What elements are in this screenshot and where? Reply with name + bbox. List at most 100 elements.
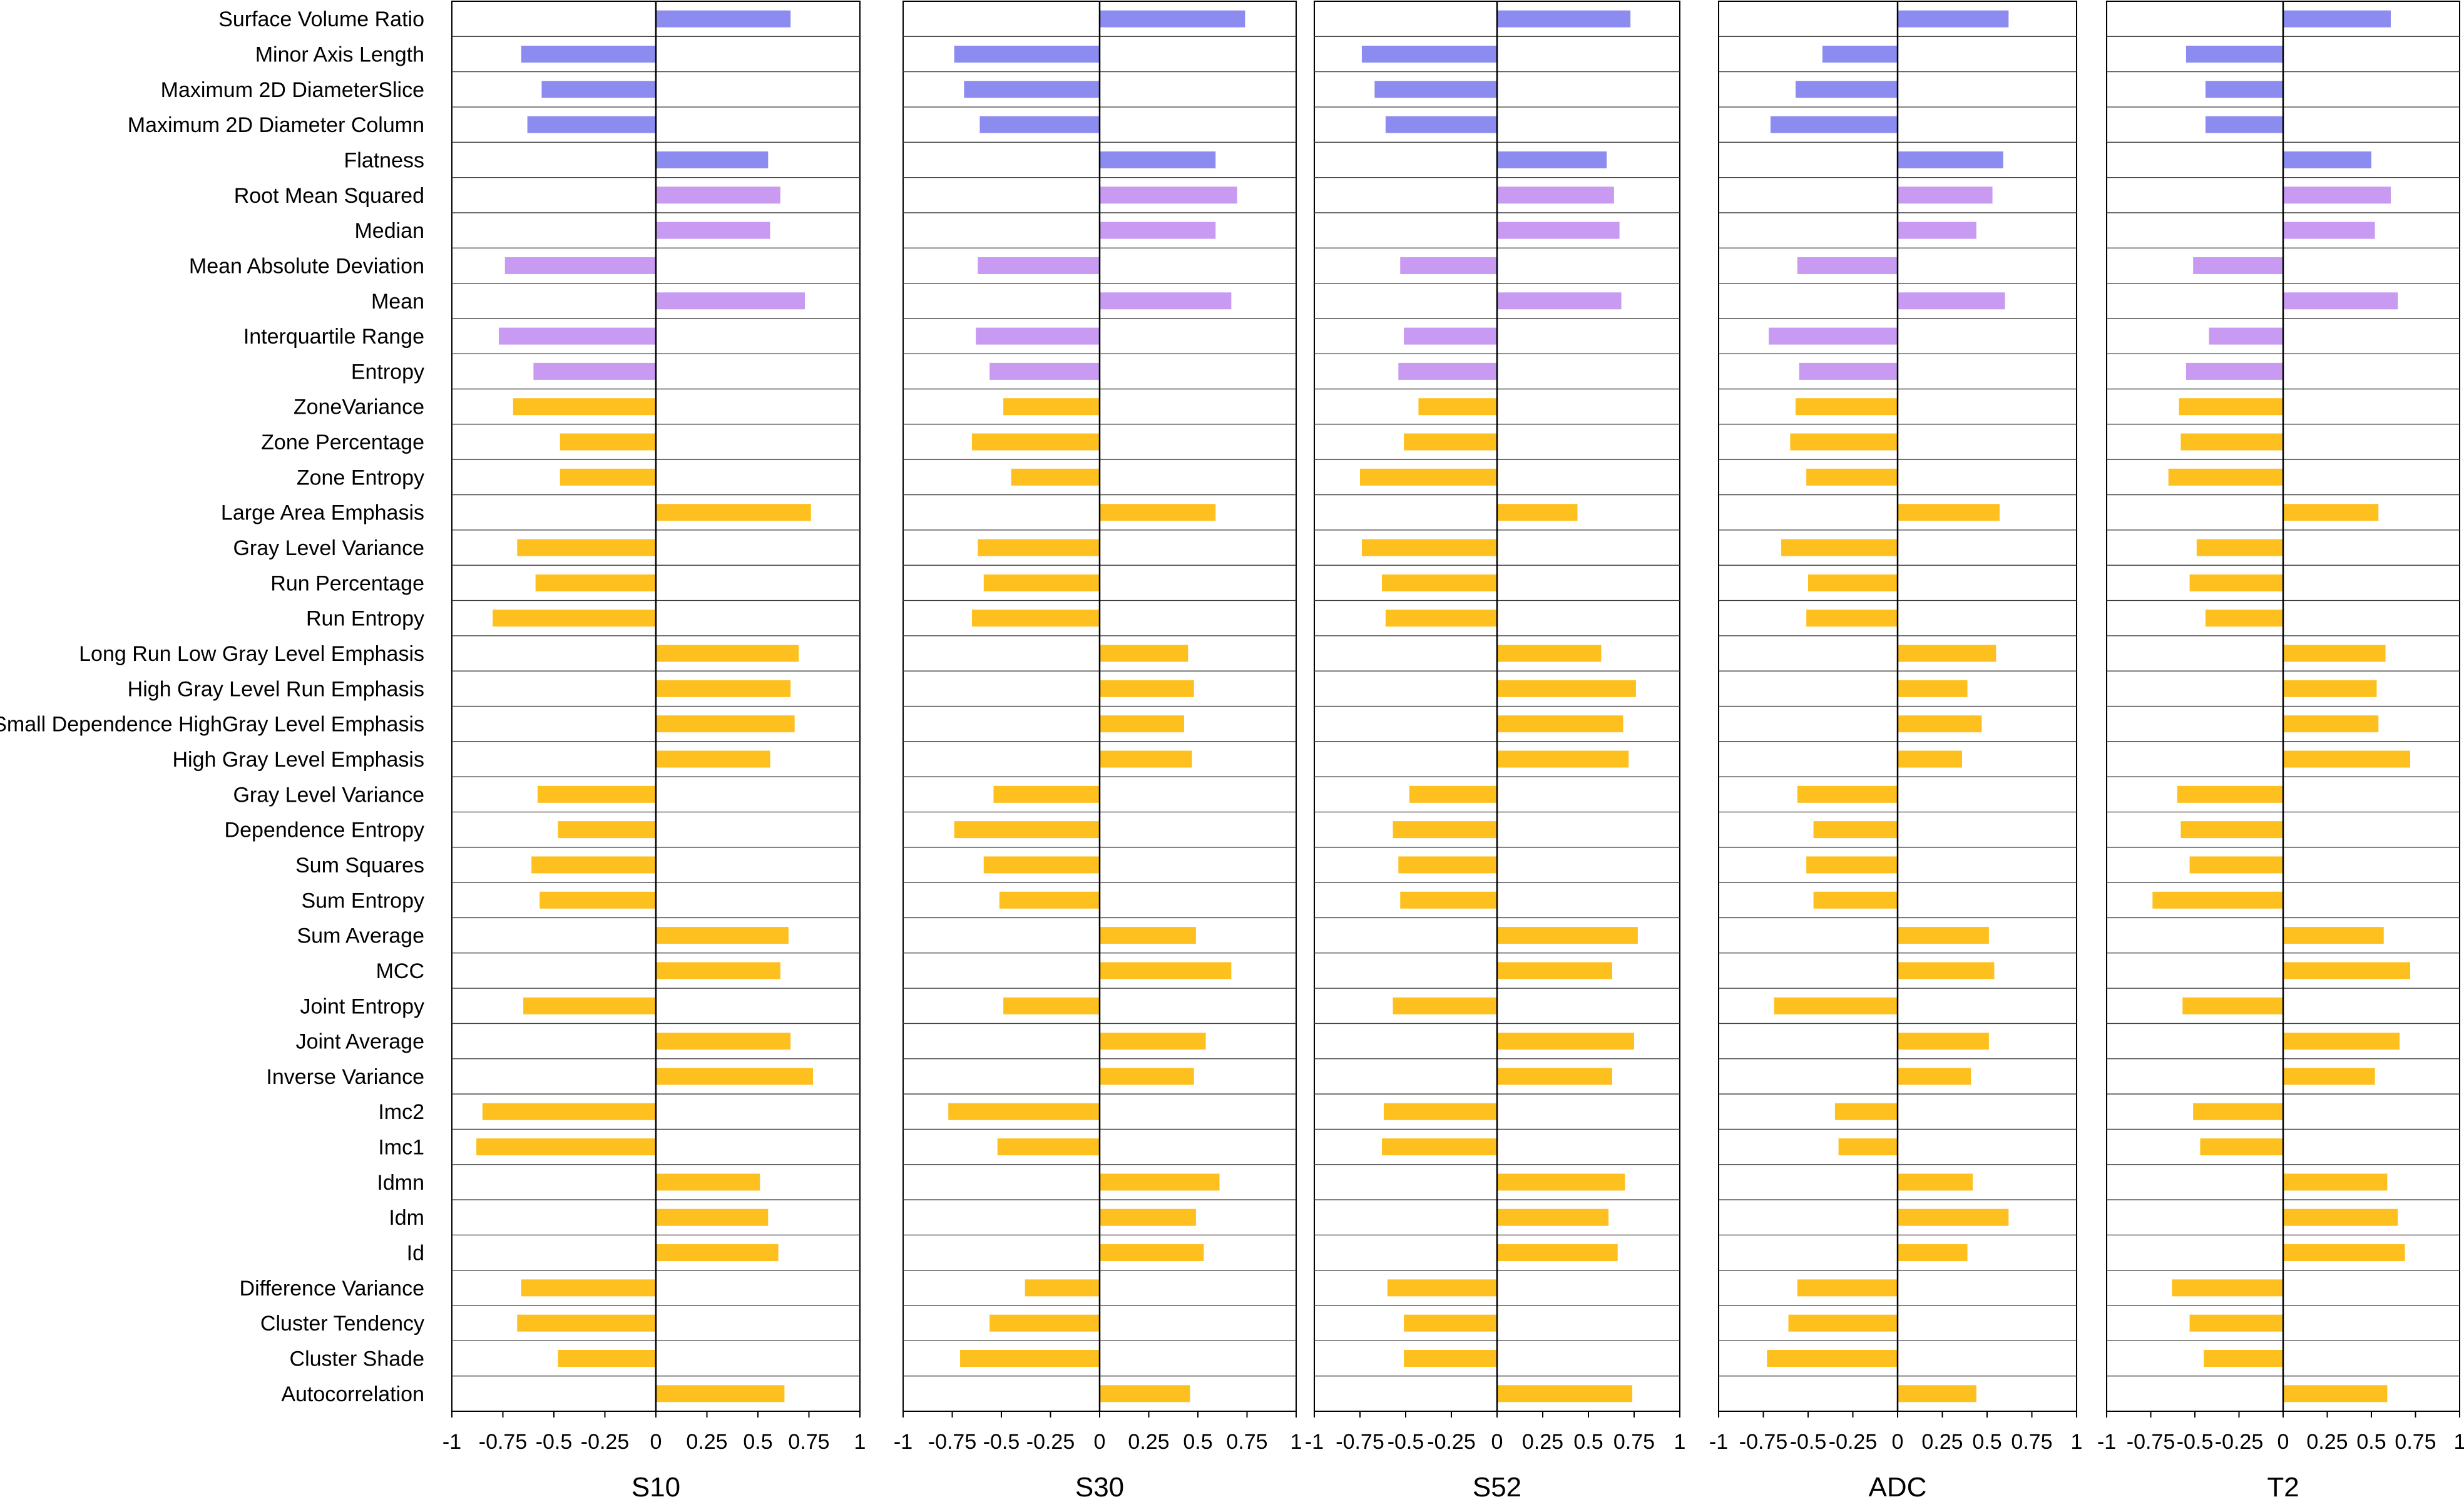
bar-adc-root-mean-squared-5: [1898, 186, 1993, 204]
bar-s10-run-entropy-17: [493, 610, 656, 627]
bar-adc-high-gray-level-emphasis-21: [1898, 750, 1962, 768]
bar-t2-high-gray-level-emphasis-21: [2283, 750, 2411, 768]
bar-s52-difference-variance-36: [1387, 1279, 1497, 1297]
bar-s30-minor-axis-length-1: [954, 45, 1100, 63]
bar-adc-sum-squares-24: [1806, 856, 1898, 874]
feature-label-interquartile-range-9: Interquartile Range: [243, 325, 424, 349]
feature-label-minor-axis-length-1: Minor Axis Length: [255, 43, 424, 66]
bar-s30-autocorrelation-39: [1100, 1385, 1190, 1402]
feature-label-dependence-entropy-23: Dependence Entropy: [225, 819, 424, 842]
bar-s52-imc2-31: [1383, 1103, 1497, 1120]
x-tick-label: 0: [1892, 1430, 1904, 1454]
bar-t2-inverse-variance-30: [2283, 1068, 2375, 1085]
bar-s10-mean-absolute-deviation-7: [504, 257, 656, 274]
bar-s30-high-gray-level-emphasis-21: [1100, 750, 1192, 768]
x-tick-label: 0: [2277, 1430, 2289, 1454]
bar-s30-sum-average-26: [1100, 927, 1196, 944]
feature-label-zone-percentage-12: Zone Percentage: [261, 431, 424, 454]
x-tick-label: 0.75: [788, 1430, 829, 1454]
x-tick-label: -0.25: [1829, 1430, 1878, 1454]
x-tick-label: 1: [1674, 1430, 1686, 1454]
bar-t2-sum-squares-24: [2189, 856, 2283, 874]
bar-adc-joint-entropy-28: [1774, 997, 1898, 1014]
panel-title-s30: S30: [1075, 1472, 1124, 1502]
bar-s52-gray-level-variance-15: [1361, 539, 1497, 556]
bar-s30-zone-percentage-12: [971, 433, 1100, 451]
feature-label-run-entropy-17: Run Entropy: [306, 607, 424, 631]
bar-s10-cluster-shade-38: [558, 1350, 656, 1367]
bar-s52-median-6: [1497, 222, 1620, 239]
x-tick-label: 0.5: [743, 1430, 772, 1454]
bar-s30-small-dependence-highgray-level-emphasis-20: [1100, 715, 1185, 733]
bar-t2-zone-entropy-13: [2168, 468, 2283, 486]
bar-s52-idmn-33: [1497, 1173, 1625, 1191]
bar-s30-imc1-32: [997, 1138, 1100, 1156]
bar-s10-high-gray-level-run-emphasis-19: [656, 680, 791, 697]
x-tick-label: -0.5: [983, 1430, 1020, 1454]
bar-s52-dependence-entropy-23: [1393, 821, 1497, 839]
x-tick-label: -1: [2097, 1430, 2116, 1454]
bar-adc-maximum-2d-diameter-column-3: [1770, 116, 1898, 133]
panel-title-t2: T2: [2267, 1472, 2299, 1502]
bar-s30-dependence-entropy-23: [954, 821, 1100, 839]
bar-s30-gray-level-variance-15: [978, 539, 1100, 556]
bar-t2-run-percentage-16: [2189, 574, 2283, 591]
bar-s30-run-entropy-17: [971, 610, 1100, 627]
panel-s30: -1 -0.75 -0.5 -0.25 0 0.25 0.5 0.75 1 S30: [894, 1, 1302, 1502]
bar-adc-cluster-shade-38: [1767, 1350, 1898, 1367]
bar-s10-difference-variance-36: [521, 1279, 656, 1297]
bar-t2-flatness-4: [2283, 151, 2371, 168]
feature-label-mean-absolute-deviation-7: Mean Absolute Deviation: [189, 254, 424, 278]
bar-t2-imc1-32: [2200, 1138, 2283, 1156]
bar-s30-large-area-emphasis-14: [1100, 504, 1216, 521]
bar-s52-autocorrelation-39: [1497, 1385, 1633, 1402]
feature-label-idm-34: Idm: [389, 1206, 424, 1230]
bar-adc-small-dependence-highgray-level-emphasis-20: [1898, 715, 1982, 733]
bar-s52-sum-entropy-25: [1400, 891, 1497, 909]
bar-s52-interquartile-range-9: [1404, 327, 1497, 345]
x-tick-label: 0.25: [1921, 1430, 1963, 1454]
bar-adc-idmn-33: [1898, 1173, 1973, 1191]
bar-t2-minor-axis-length-1: [2185, 45, 2283, 63]
bar-t2-mean-absolute-deviation-7: [2193, 257, 2283, 274]
feature-label-flatness-4: Flatness: [344, 148, 425, 172]
bar-s52-sum-average-26: [1497, 927, 1638, 944]
bar-s52-run-percentage-16: [1382, 574, 1497, 591]
bar-t2-long-run-low-gray-level-emphasis-18: [2283, 645, 2386, 662]
bar-adc-zone-percentage-12: [1790, 433, 1898, 451]
bar-t2-sum-average-26: [2283, 927, 2384, 944]
feature-label-maximum-2d-diameterslice-2: Maximum 2D DiameterSlice: [161, 78, 424, 102]
bar-t2-autocorrelation-39: [2283, 1385, 2388, 1402]
x-tick-label: -1: [1709, 1430, 1728, 1454]
feature-label-high-gray-level-emphasis-21: High Gray Level Emphasis: [172, 748, 424, 772]
panel-t2: -1 -0.75 -0.5 -0.25 0 0.25 0.5 0.75 1 T2: [2097, 1, 2464, 1502]
bar-s30-maximum-2d-diameterslice-2: [964, 81, 1100, 98]
bar-adc-flatness-4: [1898, 151, 2003, 168]
bar-adc-autocorrelation-39: [1898, 1385, 1976, 1402]
bar-adc-mcc-27: [1898, 962, 1995, 979]
bar-t2-cluster-shade-38: [2204, 1350, 2283, 1367]
x-tick-label: -0.5: [1790, 1430, 1827, 1454]
bar-s10-run-percentage-16: [535, 574, 656, 591]
bar-adc-gray-level-variance-15: [1781, 539, 1898, 556]
bar-adc-gray-level-variance-22: [1797, 785, 1898, 803]
bar-s30-root-mean-squared-5: [1100, 186, 1237, 204]
bar-s10-gray-level-variance-22: [537, 785, 656, 803]
feature-label-cluster-tendency-37: Cluster Tendency: [260, 1312, 424, 1336]
x-tick-label: -1: [442, 1430, 461, 1454]
x-tick-label: 0.5: [2356, 1430, 2386, 1454]
bar-s10-autocorrelation-39: [656, 1385, 785, 1402]
feature-label-run-percentage-16: Run Percentage: [270, 571, 424, 595]
feature-label-median-6: Median: [354, 219, 424, 243]
bar-s52-root-mean-squared-5: [1497, 186, 1614, 204]
bar-adc-idm-34: [1898, 1208, 2009, 1226]
bar-adc-inverse-variance-30: [1898, 1068, 1971, 1085]
feature-label-mean-8: Mean: [371, 290, 424, 314]
bar-adc-minor-axis-length-1: [1822, 45, 1898, 63]
bar-s10-high-gray-level-emphasis-21: [656, 750, 770, 768]
bar-t2-run-entropy-17: [2205, 610, 2283, 627]
bar-s10-surface-volume-ratio-0: [656, 10, 791, 28]
x-tick-label: -0.5: [1388, 1430, 1424, 1454]
bar-s10-imc1-32: [476, 1138, 656, 1156]
